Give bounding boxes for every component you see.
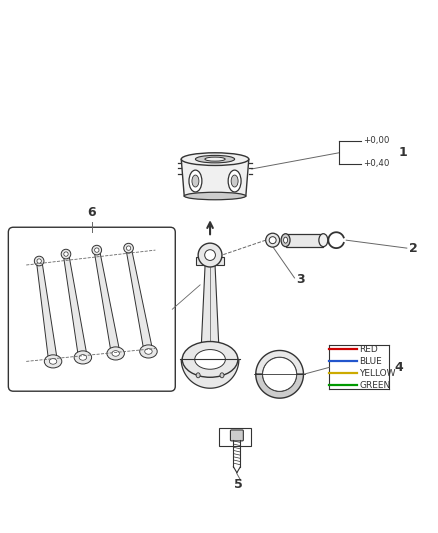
Polygon shape [126,248,153,352]
Polygon shape [63,254,87,358]
Polygon shape [181,159,249,196]
Text: 4: 4 [395,361,404,374]
Ellipse shape [181,153,249,165]
Ellipse shape [145,349,152,354]
Ellipse shape [228,170,241,192]
Polygon shape [36,261,57,362]
Ellipse shape [231,175,238,187]
Polygon shape [256,351,304,374]
Ellipse shape [195,350,226,369]
Polygon shape [181,359,239,388]
Ellipse shape [192,175,199,187]
Text: +0,40: +0,40 [363,159,389,168]
Ellipse shape [92,245,102,255]
Ellipse shape [49,359,57,364]
Polygon shape [201,265,219,350]
Ellipse shape [37,259,41,263]
Ellipse shape [79,354,87,360]
Text: YELLOW: YELLOW [359,369,396,378]
Text: 2: 2 [409,241,417,255]
Ellipse shape [263,358,297,391]
Ellipse shape [319,233,328,247]
Ellipse shape [205,249,215,261]
Ellipse shape [61,249,71,259]
Ellipse shape [189,170,202,192]
FancyBboxPatch shape [230,430,244,441]
Ellipse shape [107,347,124,360]
Ellipse shape [198,243,222,267]
Text: 5: 5 [234,478,243,490]
Ellipse shape [44,355,62,368]
Text: +0,00: +0,00 [363,136,389,146]
Ellipse shape [269,237,276,244]
Ellipse shape [112,351,120,356]
Ellipse shape [220,373,224,378]
Ellipse shape [182,342,238,377]
Ellipse shape [64,252,68,256]
Text: GREEN: GREEN [359,381,390,390]
Ellipse shape [205,157,225,161]
Ellipse shape [283,237,288,243]
Text: RED: RED [359,345,378,354]
Ellipse shape [127,246,131,251]
Ellipse shape [281,233,290,247]
Polygon shape [196,257,224,265]
Ellipse shape [95,248,99,252]
Ellipse shape [196,373,200,378]
Text: 6: 6 [88,206,96,219]
Ellipse shape [195,156,235,163]
Polygon shape [286,233,323,247]
Ellipse shape [266,233,279,247]
Ellipse shape [74,351,92,364]
Ellipse shape [140,345,157,358]
Polygon shape [94,249,120,354]
Ellipse shape [34,256,44,266]
Text: BLUE: BLUE [359,357,382,366]
Text: 3: 3 [297,273,305,286]
Ellipse shape [184,192,246,200]
Ellipse shape [124,243,134,253]
Polygon shape [256,374,304,398]
Text: 1: 1 [399,146,408,159]
